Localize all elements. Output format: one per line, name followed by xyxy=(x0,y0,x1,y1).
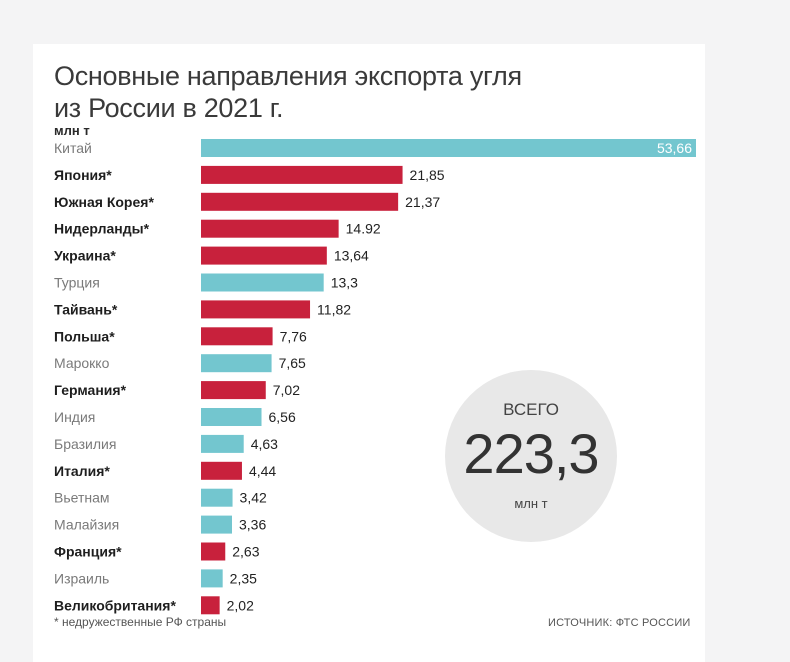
value-label: 13,3 xyxy=(331,275,358,291)
bar xyxy=(201,596,220,615)
total-label: ВСЕГО xyxy=(503,400,559,419)
bar xyxy=(201,246,327,265)
value-label: 2,02 xyxy=(227,597,254,613)
category-label: Нидерланды* xyxy=(54,221,150,237)
bar xyxy=(201,354,272,373)
bar xyxy=(201,515,232,534)
category-label: Германия* xyxy=(54,382,127,398)
bar xyxy=(201,300,311,319)
value-label: 7,65 xyxy=(279,355,306,371)
value-label: 7,76 xyxy=(280,328,307,344)
value-label: 7,02 xyxy=(273,382,300,398)
value-label: 53,66 xyxy=(657,140,692,156)
bar xyxy=(201,408,262,426)
category-label: Япония* xyxy=(54,167,112,183)
bar xyxy=(201,273,324,292)
source-label: ИСТОЧНИК: ФТС РОССИИ xyxy=(548,617,691,629)
bar xyxy=(201,165,403,184)
bar xyxy=(201,542,226,561)
category-label: Франция* xyxy=(54,544,122,560)
category-label: Малайзия xyxy=(54,517,119,533)
category-label: Тайвань* xyxy=(54,301,118,317)
unit-label: млн т xyxy=(54,123,90,138)
value-label: 13,64 xyxy=(334,248,369,264)
chart-title-line-2: из России в 2021 г. xyxy=(54,93,284,123)
value-label: 4,44 xyxy=(249,463,276,479)
value-label: 21,85 xyxy=(410,167,445,183)
bar xyxy=(201,569,223,588)
category-label: Южная Корея* xyxy=(54,194,154,210)
value-label: 14.92 xyxy=(346,221,381,237)
value-label: 11,82 xyxy=(317,301,351,317)
category-label: Бразилия xyxy=(54,436,116,452)
total-value: 223,3 xyxy=(463,422,599,485)
category-label: Китай xyxy=(54,140,92,156)
bar xyxy=(201,219,339,238)
value-label: 3,42 xyxy=(240,490,267,506)
category-label: Италия* xyxy=(54,463,110,479)
category-label: Израиль xyxy=(54,570,109,586)
category-label: Марокко xyxy=(54,355,110,371)
bar xyxy=(201,139,696,157)
value-label: 3,36 xyxy=(239,517,266,533)
bar xyxy=(201,461,242,480)
value-label: 2,35 xyxy=(230,570,257,586)
bar xyxy=(201,434,244,453)
category-label: Украина* xyxy=(54,248,116,264)
value-label: 2,63 xyxy=(232,544,259,560)
total-unit: млн т xyxy=(514,496,548,511)
chart-title-line-1: Основные направления экспорта угля xyxy=(54,61,522,91)
bar xyxy=(201,192,399,211)
bar xyxy=(201,381,266,400)
value-label: 4,63 xyxy=(251,436,278,452)
total-circle: ВСЕГО 223,3 млн т xyxy=(445,370,617,542)
category-label: Вьетнам xyxy=(54,490,110,506)
bar xyxy=(201,488,233,507)
category-label: Польша* xyxy=(54,328,115,344)
value-label: 6,56 xyxy=(269,409,296,425)
chart-title: Основные направления экспорта угля из Ро… xyxy=(54,60,522,124)
category-label: Турция xyxy=(54,275,100,291)
footnote: * недружественные РФ страны xyxy=(54,615,227,629)
bar xyxy=(201,327,273,346)
category-label: Великобритания* xyxy=(54,597,176,613)
category-label: Индия xyxy=(54,409,95,425)
value-label: 21,37 xyxy=(405,194,440,210)
